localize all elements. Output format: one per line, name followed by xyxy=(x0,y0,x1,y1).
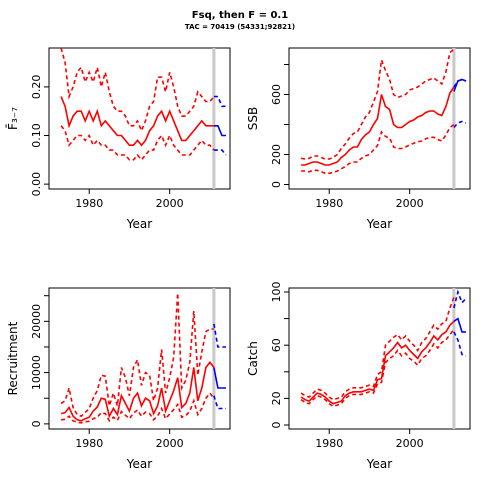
ssb-historic-median-line xyxy=(301,86,455,166)
fbar-y-tick-label: 0.10 xyxy=(30,123,43,148)
figure-title: Fsq, then F = 0.1 xyxy=(191,10,289,21)
recruitment-historic-median-line xyxy=(60,360,215,422)
catch-y-tick-label: 0 xyxy=(270,422,283,429)
ssb-projection-median-line xyxy=(453,78,467,92)
recruitment-x-tick-label: 2000 xyxy=(156,437,184,450)
ssb-historic-upper-line xyxy=(300,48,455,160)
catch-x-tick-label: 1980 xyxy=(315,437,343,450)
fbar-projection-upper-line xyxy=(213,95,226,108)
catch-plot-frame xyxy=(288,287,471,430)
fbar-y-tick-label: 0.20 xyxy=(30,75,43,100)
ssb-plot-frame xyxy=(288,47,471,190)
panel-catch: 1980 2000 0 20 60 100 Year Catch xyxy=(246,281,471,471)
catch-x-tick-label: 2000 xyxy=(396,437,424,450)
catch-x-axis-title: Year xyxy=(366,457,392,471)
fbar-historic-lower-line xyxy=(60,125,215,162)
recruitment-y-tick-label: 0 xyxy=(30,420,43,427)
recruitment-x-axis-title: Year xyxy=(126,457,152,471)
ssb-x-axis-title: Year xyxy=(366,217,392,231)
catch-y-tick-label: 60 xyxy=(270,338,283,352)
ssb-historic-lower-line xyxy=(301,123,455,175)
fbar-plot-frame xyxy=(48,47,231,190)
panel-ssb: 1980 2000 0 200 600 Year SSB xyxy=(246,47,471,231)
catch-projection-lower-line xyxy=(453,331,467,357)
recruitment-y-axis-title: Recruitment xyxy=(6,321,20,395)
recruitment-historic-upper-line xyxy=(60,293,214,418)
fbar-projection-median-line xyxy=(213,125,226,137)
catch-historic-lower-line xyxy=(300,328,455,408)
recruitment-plot-frame xyxy=(48,287,231,430)
ssb-x-tick-label: 2000 xyxy=(396,197,424,210)
fbar-x-tick-label: 1980 xyxy=(75,197,103,210)
recruitment-y-tick-label: 20000 xyxy=(30,304,43,339)
ssb-projection-lower-line xyxy=(453,120,467,129)
catch-projection-median-line xyxy=(453,317,466,333)
recruitment-y-tick-label: 10000 xyxy=(30,355,43,390)
fbar-y-axis-title: F̄₃₋₇ xyxy=(6,107,20,130)
recruitment-projection-median-line xyxy=(213,367,226,389)
ssb-y-tick-label: 200 xyxy=(270,144,283,165)
fbar-historic-median-line xyxy=(60,96,214,147)
figure-subtitle: TAC = 70419 (54331;92821) xyxy=(184,23,296,31)
catch-y-tick-label: 100 xyxy=(270,281,283,302)
ssb-y-tick-label: 0 xyxy=(270,181,283,188)
catch-y-axis-title: Catch xyxy=(246,341,260,376)
catch-historic-median-line xyxy=(300,320,455,405)
catch-y-tick-label: 20 xyxy=(270,391,283,405)
fbar-x-axis-title: Year xyxy=(126,217,152,231)
recruitment-projection-lower-line xyxy=(213,395,226,410)
fbar-y-tick-label: 0.00 xyxy=(30,172,43,197)
fbar-x-tick-label: 2000 xyxy=(156,197,184,210)
ssb-x-tick-label: 1980 xyxy=(315,197,343,210)
panel-fbar: 1980 2000 0.00 0.10 0.20 Year F̄₃₋₇ xyxy=(6,47,231,231)
recruitment-projection-upper-line xyxy=(213,323,226,348)
fbar-historic-upper-line xyxy=(60,47,215,133)
recruitment-x-tick-label: 1980 xyxy=(75,437,103,450)
recruitment-historic-lower-line xyxy=(61,391,215,424)
fbar-projection-lower-line xyxy=(213,149,227,156)
catch-projection-upper-line xyxy=(453,289,467,309)
ssb-y-tick-label: 600 xyxy=(270,84,283,105)
catch-historic-upper-line xyxy=(300,297,455,401)
ssb-y-axis-title: SSB xyxy=(246,107,260,130)
